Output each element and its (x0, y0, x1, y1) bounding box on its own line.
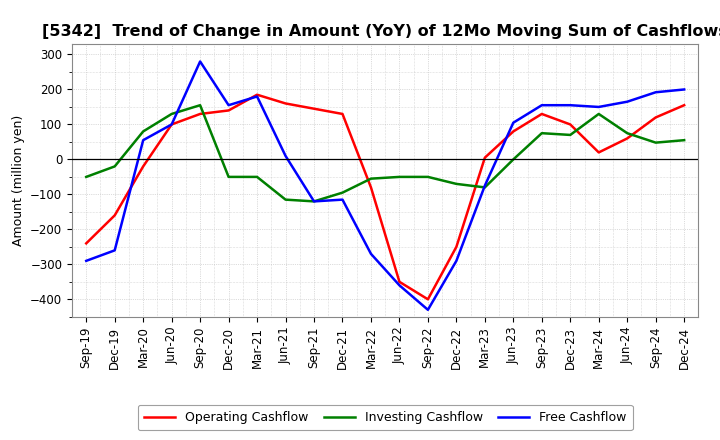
Line: Investing Cashflow: Investing Cashflow (86, 105, 684, 202)
Operating Cashflow (566, 122, 575, 127)
Operating Cashflow (623, 136, 631, 141)
Free Cashflow (480, 183, 489, 188)
Free Cashflow (680, 87, 688, 92)
Investing Cashflow (82, 174, 91, 180)
Investing Cashflow (423, 174, 432, 180)
Operating Cashflow (395, 279, 404, 285)
Investing Cashflow (395, 174, 404, 180)
Operating Cashflow (366, 185, 375, 190)
Investing Cashflow (167, 111, 176, 117)
Free Cashflow (395, 282, 404, 288)
Operating Cashflow (225, 108, 233, 113)
Operating Cashflow (480, 155, 489, 160)
Free Cashflow (310, 199, 318, 204)
Free Cashflow (82, 258, 91, 264)
Free Cashflow (139, 138, 148, 143)
Operating Cashflow (196, 111, 204, 117)
Investing Cashflow (310, 199, 318, 204)
Operating Cashflow (110, 213, 119, 218)
Investing Cashflow (537, 131, 546, 136)
Title: [5342]  Trend of Change in Amount (YoY) of 12Mo Moving Sum of Cashflows: [5342] Trend of Change in Amount (YoY) o… (42, 24, 720, 39)
Operating Cashflow (509, 129, 518, 134)
Free Cashflow (338, 197, 347, 202)
Free Cashflow (282, 153, 290, 158)
Free Cashflow (366, 251, 375, 257)
Operating Cashflow (537, 111, 546, 117)
Free Cashflow (595, 104, 603, 110)
Free Cashflow (509, 120, 518, 125)
Investing Cashflow (566, 132, 575, 138)
Investing Cashflow (139, 129, 148, 134)
Operating Cashflow (139, 164, 148, 169)
Investing Cashflow (196, 103, 204, 108)
Investing Cashflow (338, 190, 347, 195)
Investing Cashflow (509, 157, 518, 162)
Free Cashflow (423, 307, 432, 312)
Free Cashflow (537, 103, 546, 108)
Operating Cashflow (423, 297, 432, 302)
Investing Cashflow (110, 164, 119, 169)
Investing Cashflow (623, 131, 631, 136)
Operating Cashflow (452, 244, 461, 249)
Operating Cashflow (680, 103, 688, 108)
Operating Cashflow (167, 122, 176, 127)
Investing Cashflow (652, 140, 660, 145)
Free Cashflow (566, 103, 575, 108)
Operating Cashflow (82, 241, 91, 246)
Free Cashflow (110, 248, 119, 253)
Legend: Operating Cashflow, Investing Cashflow, Free Cashflow: Operating Cashflow, Investing Cashflow, … (138, 405, 633, 430)
Investing Cashflow (480, 185, 489, 190)
Investing Cashflow (366, 176, 375, 181)
Operating Cashflow (253, 92, 261, 97)
Free Cashflow (225, 103, 233, 108)
Operating Cashflow (282, 101, 290, 106)
Investing Cashflow (595, 111, 603, 117)
Line: Free Cashflow: Free Cashflow (86, 62, 684, 310)
Free Cashflow (652, 90, 660, 95)
Free Cashflow (452, 258, 461, 264)
Free Cashflow (196, 59, 204, 64)
Free Cashflow (167, 122, 176, 127)
Y-axis label: Amount (million yen): Amount (million yen) (12, 115, 24, 246)
Investing Cashflow (253, 174, 261, 180)
Operating Cashflow (595, 150, 603, 155)
Investing Cashflow (680, 138, 688, 143)
Investing Cashflow (282, 197, 290, 202)
Investing Cashflow (225, 174, 233, 180)
Operating Cashflow (310, 106, 318, 111)
Free Cashflow (623, 99, 631, 104)
Free Cashflow (253, 94, 261, 99)
Operating Cashflow (652, 115, 660, 120)
Line: Operating Cashflow: Operating Cashflow (86, 95, 684, 299)
Operating Cashflow (338, 111, 347, 117)
Investing Cashflow (452, 181, 461, 187)
